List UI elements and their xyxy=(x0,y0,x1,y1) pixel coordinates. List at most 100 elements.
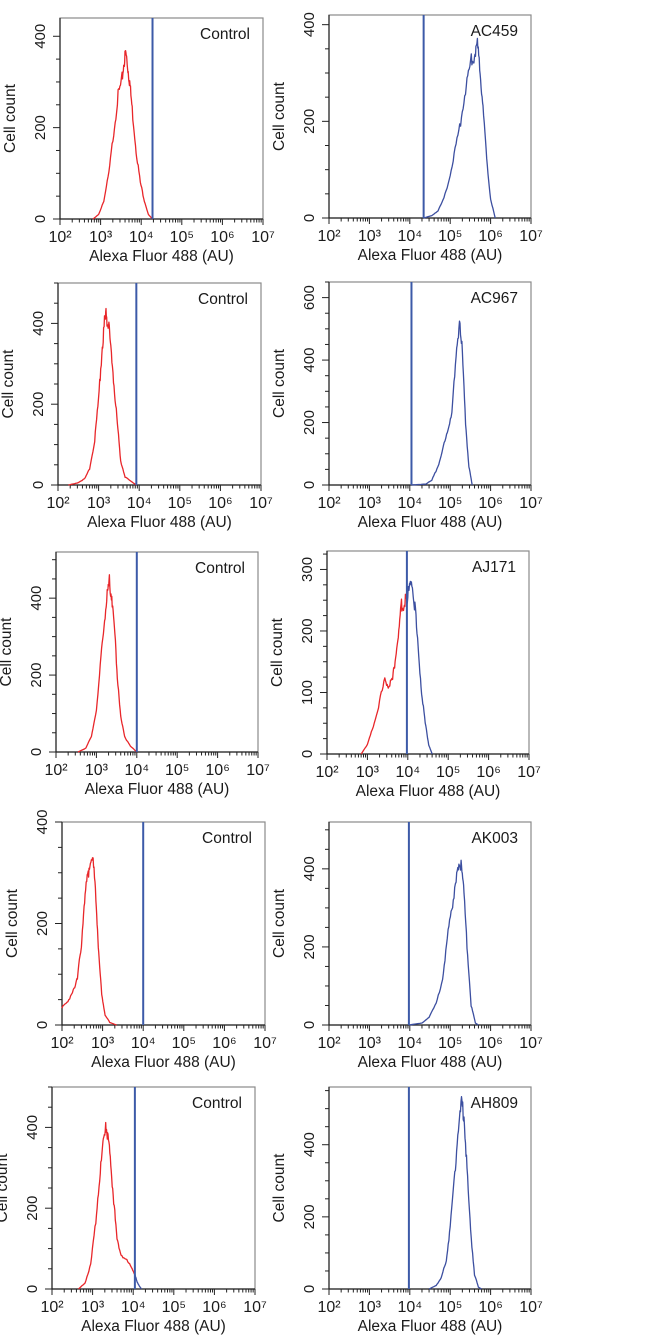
y-axis-label: Cell count xyxy=(2,83,19,153)
y-tick-label: 400 xyxy=(24,1115,41,1140)
x-tick-label: 10³ xyxy=(358,228,382,245)
y-tick-label: 0 xyxy=(301,214,318,222)
x-tick-label: 10⁷ xyxy=(519,1035,543,1052)
x-tick-label: 10² xyxy=(48,229,72,246)
y-tick-label: 0 xyxy=(301,481,318,489)
x-tick-label: 10⁶ xyxy=(212,1035,236,1052)
x-tick-label: 10⁵ xyxy=(172,1035,196,1052)
histogram-above-gate xyxy=(134,1274,143,1290)
plot-frame xyxy=(61,821,266,1026)
x-tick-label: 10⁶ xyxy=(202,1299,226,1316)
sample-label: Control xyxy=(200,26,250,43)
y-tick-label: 600 xyxy=(301,285,318,310)
x-axis-label: Alexa Fluor 488 (AU) xyxy=(85,781,230,798)
y-tick-label: 400 xyxy=(30,311,47,336)
histogram-panel-9: 0 200 400 10² 10³ 10⁴ 10⁵ 10⁶ 10⁷ Alexa Fluor 488… xyxy=(0,1086,267,1335)
sample-label: Control xyxy=(202,830,252,847)
y-axis-label: Cell count xyxy=(0,617,15,687)
plot-frame xyxy=(55,551,259,753)
histogram-below-gate xyxy=(92,50,153,220)
x-tick-label: 10⁵ xyxy=(170,229,194,246)
y-axis-label: Cell count xyxy=(269,617,286,687)
y-tick-label: 200 xyxy=(301,410,318,435)
x-axis-label: Alexa Fluor 488 (AU) xyxy=(358,514,503,531)
x-tick-label: 10² xyxy=(317,1299,341,1316)
plot-frame xyxy=(328,281,532,486)
y-tick-label: 0 xyxy=(34,1021,51,1029)
plot-frame xyxy=(57,282,262,486)
x-tick-label: 10³ xyxy=(89,229,113,246)
x-tick-label: 10⁷ xyxy=(246,762,270,779)
sample-label: Control xyxy=(195,560,245,577)
x-axis-label: Alexa Fluor 488 (AU) xyxy=(87,514,232,531)
y-tick-label: 400 xyxy=(34,809,51,834)
x-tick-label: 10² xyxy=(315,764,339,781)
x-tick-label: 10⁷ xyxy=(519,228,543,245)
histogram-above-gate xyxy=(411,320,473,486)
x-tick-label: 10⁴ xyxy=(397,228,422,245)
y-tick-label: 0 xyxy=(299,750,316,758)
x-tick-label: 10³ xyxy=(358,1035,382,1052)
x-tick-label: 10⁵ xyxy=(438,1299,462,1316)
y-tick-label: 200 xyxy=(34,911,51,936)
x-axis-label: Alexa Fluor 488 (AU) xyxy=(81,1318,226,1335)
x-tick-label: 10⁶ xyxy=(478,1035,502,1052)
plot-frame xyxy=(328,14,532,219)
sample-label: AH809 xyxy=(471,1095,518,1112)
y-axis-label: Cell count xyxy=(0,349,17,419)
y-tick-label: 400 xyxy=(301,12,318,37)
y-axis-label: Cell count xyxy=(271,1153,288,1223)
histogram-below-gate xyxy=(360,593,408,755)
x-tick-label: 10⁶ xyxy=(210,229,234,246)
x-tick-label: 10⁵ xyxy=(438,228,462,245)
x-tick-label: 10² xyxy=(44,762,68,779)
y-tick-label: 200 xyxy=(301,109,318,134)
histogram-below-gate xyxy=(77,574,138,753)
x-tick-label: 10⁷ xyxy=(517,764,541,781)
x-tick-label: 10⁶ xyxy=(478,1299,502,1316)
y-tick-label: 0 xyxy=(24,1285,41,1293)
sample-label: AJ171 xyxy=(472,559,516,576)
x-tick-label: 10⁴ xyxy=(124,762,149,779)
y-tick-label: 0 xyxy=(30,481,47,489)
y-axis-label: Cell count xyxy=(271,888,288,958)
y-tick-label: 200 xyxy=(30,392,47,417)
x-tick-label: 10⁷ xyxy=(249,495,273,512)
x-tick-label: 10⁵ xyxy=(438,1035,462,1052)
x-tick-label: 10³ xyxy=(81,1299,105,1316)
x-tick-label: 10³ xyxy=(358,1299,382,1316)
x-tick-label: 10⁶ xyxy=(208,495,232,512)
x-tick-label: 10⁴ xyxy=(127,495,152,512)
y-tick-label: 300 xyxy=(299,557,316,582)
x-tick-label: 10⁵ xyxy=(438,495,462,512)
x-tick-label: 10⁴ xyxy=(121,1299,146,1316)
y-tick-label: 0 xyxy=(301,1021,318,1029)
histogram-above-gate xyxy=(423,37,496,219)
x-tick-label: 10⁶ xyxy=(478,495,502,512)
x-tick-label: 10⁷ xyxy=(243,1299,267,1316)
y-tick-label: 200 xyxy=(32,115,49,140)
x-tick-label: 10⁴ xyxy=(397,1035,422,1052)
y-axis-label: Cell count xyxy=(271,81,288,151)
histogram-panel-3: 0 200 400 10² 10³ 10⁴ 10⁵ 10⁶ 10⁷ Alexa Fluor 488… xyxy=(0,282,273,531)
y-tick-label: 0 xyxy=(301,1285,318,1293)
plot-frame xyxy=(326,550,530,755)
histogram-panel-7: 0 200 400 10² 10³ 10⁴ 10⁵ 10⁶ 10⁷ Alexa Fluor 488… xyxy=(4,809,277,1071)
x-tick-label: 10⁶ xyxy=(476,764,500,781)
x-tick-label: 10⁵ xyxy=(436,764,460,781)
plot-frame xyxy=(328,821,532,1026)
x-tick-label: 10² xyxy=(50,1035,74,1052)
histogram-panel-10: 0 200 400 10² 10³ 10⁴ 10⁵ 10⁶ 10⁷ Alexa Fluor 488… xyxy=(271,1086,543,1335)
x-tick-label: 10⁶ xyxy=(205,762,229,779)
x-tick-label: 10³ xyxy=(87,495,111,512)
y-tick-label: 400 xyxy=(301,856,318,881)
sample-label: Control xyxy=(198,291,248,308)
plot-frame xyxy=(59,17,264,220)
y-tick-label: 200 xyxy=(24,1196,41,1221)
y-tick-label: 400 xyxy=(32,24,49,49)
y-tick-label: 100 xyxy=(299,680,316,705)
x-axis-label: Alexa Fluor 488 (AU) xyxy=(356,783,501,800)
y-tick-label: 0 xyxy=(28,748,45,756)
sample-label: AK003 xyxy=(471,830,518,847)
